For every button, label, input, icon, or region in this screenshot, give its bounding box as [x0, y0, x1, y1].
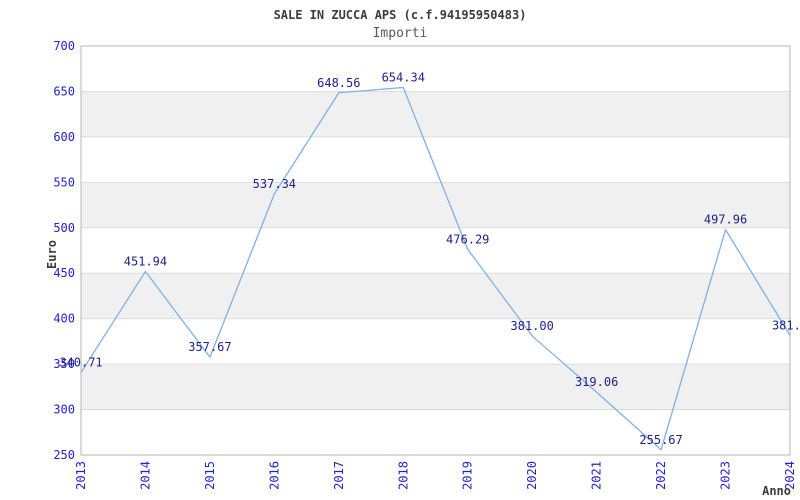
y-tick-label: 350: [53, 357, 75, 371]
y-tick-label: 550: [53, 175, 75, 189]
x-tick-label: 2021: [590, 461, 604, 490]
point-value-label: 451.94: [124, 254, 167, 268]
y-tick-label: 650: [53, 84, 75, 98]
point-value-label: 357.67: [188, 340, 231, 354]
y-tick-label: 500: [53, 221, 75, 235]
x-tick-label: 2020: [525, 461, 539, 490]
plot-band: [81, 273, 790, 319]
point-value-label: 648.56: [317, 76, 360, 90]
plot-border: [80, 45, 791, 456]
y-tick-label: 700: [53, 39, 75, 53]
x-tick-label: 2019: [461, 461, 475, 490]
x-tick-label: 2018: [396, 461, 410, 490]
data-line: [80, 86, 791, 451]
plot-band: [81, 91, 790, 137]
y-tick-label: 600: [53, 130, 75, 144]
point-value-label: 381.00: [511, 319, 554, 333]
x-axis-title: Anno: [762, 484, 791, 498]
x-tick-label: 2024: [783, 461, 797, 490]
point-value-label: 537.34: [253, 177, 296, 191]
plot-band: [81, 364, 790, 410]
x-tick-label: 2022: [654, 461, 668, 490]
y-tick-label: 300: [53, 403, 75, 417]
chart-subtitle: Importi: [372, 26, 428, 41]
x-tick-label: 2017: [332, 461, 346, 490]
point-value-label: 654.34: [382, 70, 425, 84]
point-value-label: 476.29: [446, 232, 489, 246]
y-axis-title: Euro: [45, 240, 59, 269]
y-tick-label: 250: [53, 448, 75, 462]
y-tick-label: 400: [53, 312, 75, 326]
point-value-label: 255.67: [639, 433, 682, 447]
x-tick-label: 2023: [719, 461, 733, 490]
x-tick-label: 2016: [267, 461, 281, 490]
point-value-label: 340.71: [59, 356, 102, 370]
x-tick-label: 2014: [138, 461, 152, 490]
point-value-label: 381.6: [772, 318, 800, 332]
x-tick-label: 2015: [203, 461, 217, 490]
x-tick-label: 2013: [74, 461, 88, 490]
chart-title: SALE IN ZUCCA APS (c.f.94195950483): [273, 8, 527, 22]
point-value-label: 497.96: [704, 213, 747, 227]
y-tick-label: 450: [53, 266, 75, 280]
plot-band: [81, 182, 790, 228]
point-value-label: 319.06: [575, 375, 618, 389]
